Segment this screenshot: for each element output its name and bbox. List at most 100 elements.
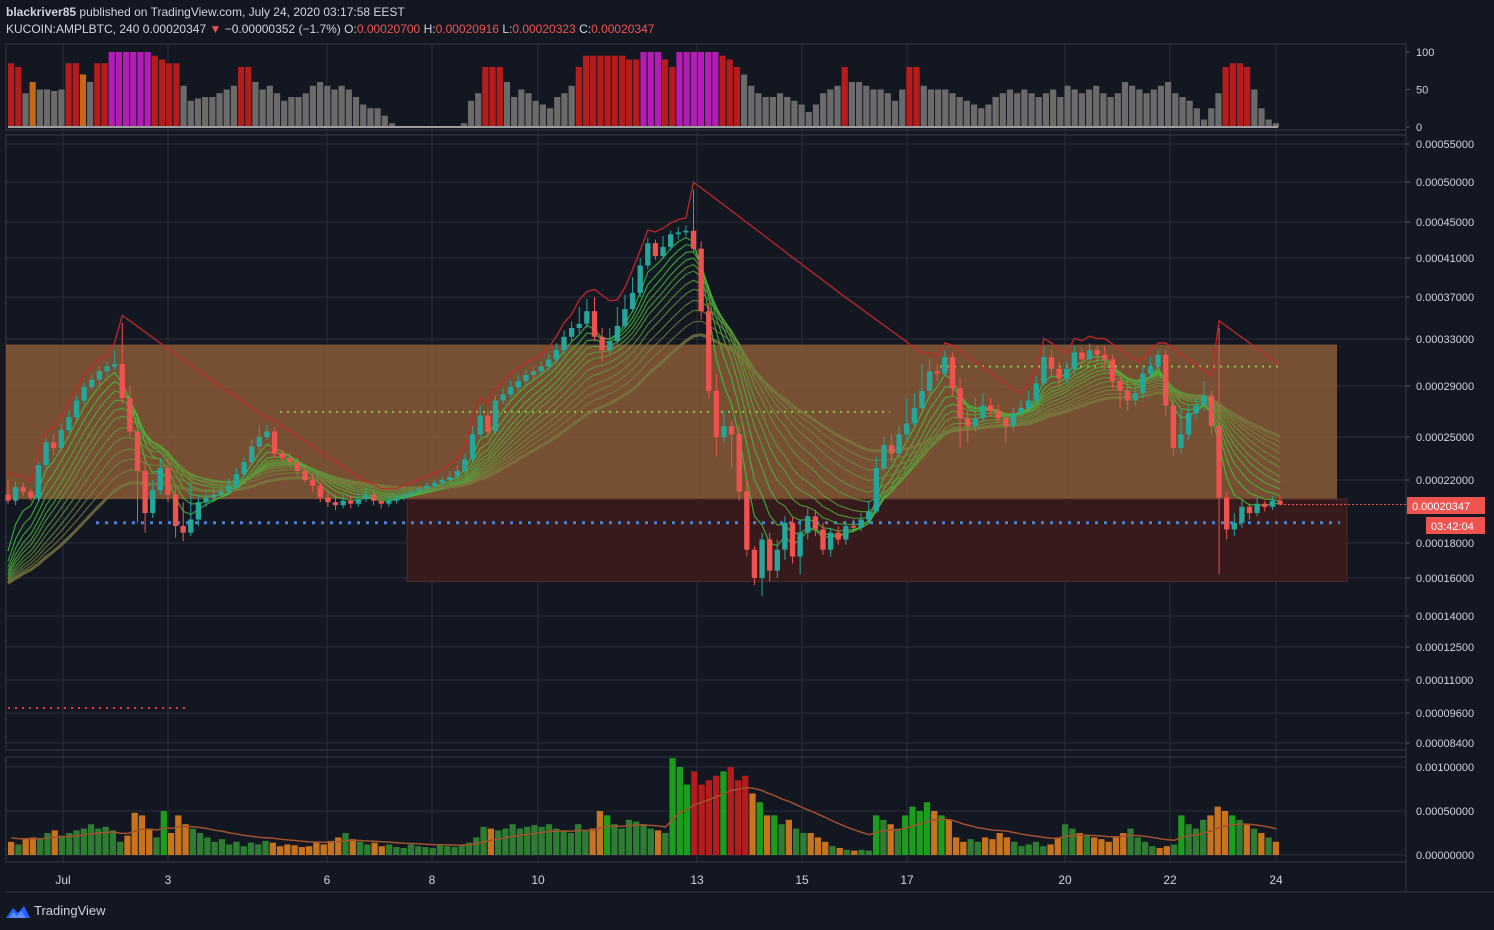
osc-bar — [1136, 89, 1143, 127]
candle-body — [355, 499, 362, 504]
candle-body — [881, 445, 887, 468]
candle-body — [210, 494, 217, 498]
volume-bar — [720, 771, 727, 855]
countdown-tag — [1426, 517, 1485, 534]
candle-body — [866, 511, 872, 520]
candle-body — [721, 426, 727, 437]
osc-bar — [1035, 97, 1042, 127]
oscillator-pane — [8, 52, 1279, 128]
price-change: −0.00000352 (−1.7%) — [224, 22, 341, 36]
osc-bar — [1157, 85, 1165, 127]
osc-bar — [978, 108, 985, 127]
publish-info: blackriver85 published on TradingView.co… — [6, 5, 405, 19]
osc-bar — [345, 89, 352, 127]
volume-bar — [981, 837, 989, 855]
candle-body — [1231, 522, 1237, 530]
volume-bar — [1221, 811, 1229, 855]
volume-bar — [1076, 833, 1083, 855]
osc-bar — [101, 63, 108, 127]
candle-body — [1064, 368, 1070, 379]
volume-bar — [727, 767, 734, 855]
osc-bar — [546, 108, 554, 127]
symbol-label[interactable]: KUCOIN:AMPLBTC, 240 — [6, 22, 140, 36]
osc-bar — [669, 67, 676, 127]
osc-tick-label: 0 — [1416, 122, 1422, 134]
candle-body — [972, 418, 978, 427]
candle-body — [607, 341, 613, 351]
volume-bar — [153, 837, 160, 855]
osc-bar — [360, 104, 367, 127]
osc-bar — [1208, 108, 1215, 127]
volume-bar — [1069, 828, 1076, 855]
vol-tick-label: 0.00050000 — [1416, 806, 1474, 818]
candle-body — [1147, 366, 1154, 374]
time-axis: Jul 3 6 8 10 13 15 17 20 22 24 — [55, 873, 1283, 887]
candle-body — [523, 374, 529, 382]
osc-bar — [209, 97, 216, 127]
osc-bar — [1272, 123, 1279, 127]
osc-bar — [230, 85, 237, 127]
osc-bar — [1200, 119, 1208, 127]
osc-bar — [992, 97, 999, 127]
osc-bar — [841, 67, 848, 127]
volume-bar — [836, 847, 843, 855]
low-label: L: — [502, 22, 513, 36]
candle-body — [736, 434, 742, 492]
candle-body — [675, 232, 681, 235]
candle-body — [81, 387, 87, 401]
osc-bar — [51, 91, 58, 127]
volume-bar — [1098, 839, 1105, 855]
volume-bar — [494, 830, 502, 855]
candle-body — [713, 390, 720, 437]
candle-body — [1079, 352, 1085, 360]
osc-bar — [130, 52, 137, 127]
osc-bar — [187, 100, 194, 127]
osc-bar — [180, 85, 187, 127]
author-name[interactable]: blackriver85 — [6, 5, 77, 19]
osc-bar — [309, 85, 317, 127]
volume-bar — [1112, 837, 1120, 855]
volume-bar — [1200, 819, 1207, 855]
candle-body — [1216, 426, 1222, 498]
volume-bar — [894, 828, 902, 855]
volume-bar — [1236, 819, 1243, 855]
volume-bar — [335, 837, 342, 855]
candle-body — [12, 487, 19, 501]
osc-bar — [137, 52, 144, 127]
volume-bar — [800, 833, 807, 855]
candle-body — [805, 516, 811, 533]
candle-body — [789, 522, 796, 557]
osc-bar — [575, 67, 582, 127]
candle-body — [256, 437, 263, 447]
candle-body — [370, 494, 377, 501]
volume-bar — [545, 824, 553, 855]
ma-line — [7, 320, 1281, 583]
x-tick-label: 6 — [324, 873, 331, 887]
volume-bar — [182, 824, 189, 855]
osc-bar — [626, 59, 633, 127]
volume-bar — [604, 815, 611, 855]
candle-body — [744, 491, 750, 550]
volume-bar — [676, 767, 683, 855]
price-tick-label: 0.00050000 — [1416, 177, 1474, 189]
volume-bar — [1141, 841, 1149, 855]
osc-bar — [388, 123, 396, 127]
osc-bar — [755, 93, 762, 127]
candle-body — [667, 234, 674, 247]
volume-bar — [524, 826, 531, 855]
candle-body — [759, 539, 765, 578]
osc-bar — [266, 85, 273, 127]
candle-body — [568, 328, 575, 337]
volume-bar — [444, 846, 451, 855]
osc-bar — [748, 85, 755, 127]
tradingview-logo[interactable]: TradingView — [6, 903, 106, 918]
volume-bar — [618, 828, 625, 855]
volume-bar — [37, 839, 44, 855]
volume-bar — [298, 847, 306, 855]
candle-body — [1010, 413, 1017, 427]
candle-body — [317, 485, 323, 498]
candle-body — [462, 459, 468, 471]
osc-tick-label: 100 — [1416, 47, 1434, 59]
candle-body — [1208, 395, 1215, 427]
